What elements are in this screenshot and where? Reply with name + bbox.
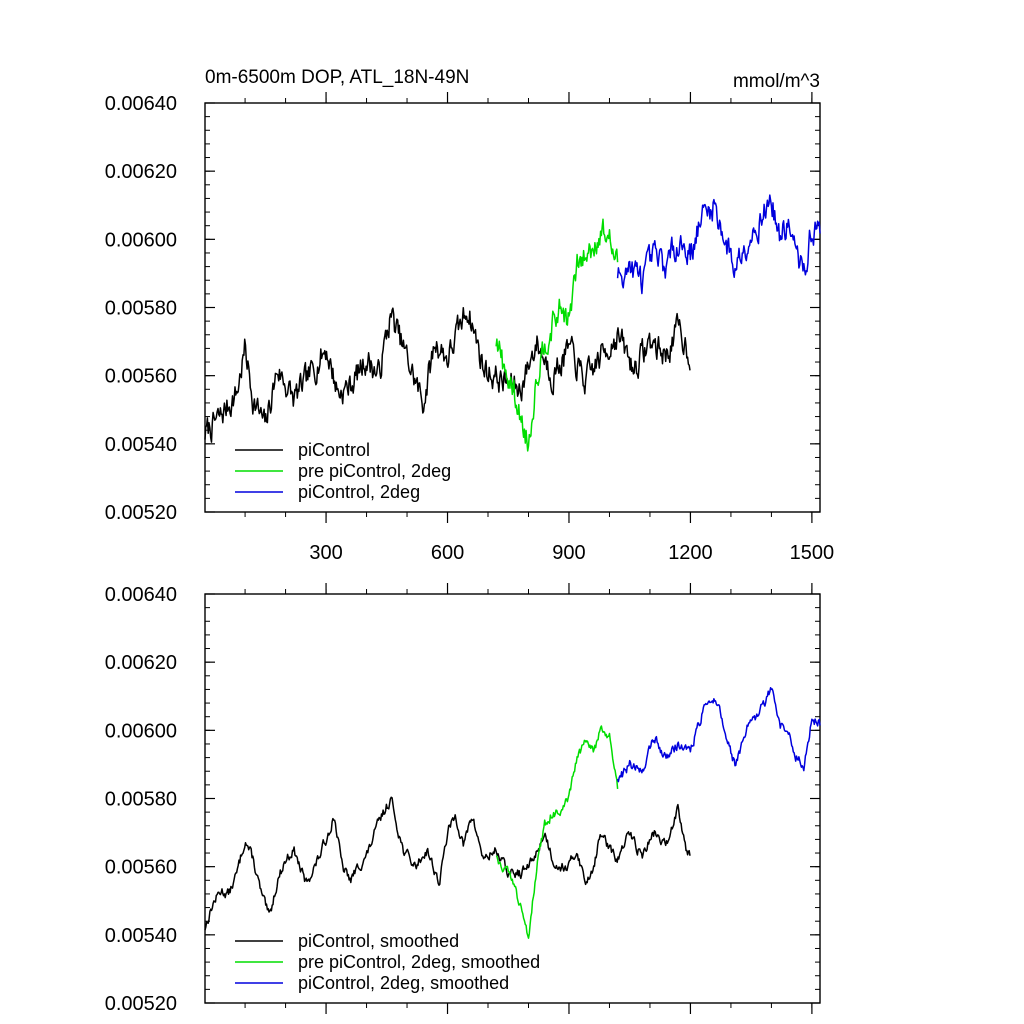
legend-label: piControl, smoothed [298, 931, 459, 951]
y-tick-label: 0.00520 [105, 502, 177, 524]
bottom-ticks: 0.00520 0.00540 0.00560 0.00580 0.00600 0.006… [105, 583, 820, 1015]
x-tick-label: 1500 [790, 542, 835, 564]
y-tick-label: 0.00540 [105, 925, 177, 947]
series-line-picontrol-2deg-smoothed [616, 686, 821, 783]
y-tick-label: 0.00620 [105, 652, 177, 674]
legend-label: piControl, 2deg, smoothed [298, 973, 509, 993]
y-tick-label: 0.00640 [105, 584, 177, 606]
y-tick-label: 0.00560 [105, 857, 177, 879]
y-tick-label: 0.00600 [105, 229, 177, 251]
x-tick-label: 300 [309, 542, 342, 564]
y-tick-label: 0.00540 [105, 434, 177, 456]
y-tick-label: 0.00520 [105, 993, 177, 1015]
bottom-panel: 0.00520 0.00540 0.00560 0.00580 0.00600 0.006… [105, 583, 821, 1015]
y-tick-label: 0.00580 [105, 298, 177, 320]
top-panel: 0.00520 0.00540 0.00560 0.00580 0.00600 0.006… [105, 67, 834, 564]
top-series [204, 194, 821, 452]
legend-label: piControl [298, 440, 370, 460]
top-title: 0m-6500m DOP, ATL_18N-49N [205, 67, 469, 88]
series-line-picontrol-smoothed [204, 796, 691, 931]
series-line-picontrol [204, 306, 691, 443]
series-line-picontrol-2deg [616, 194, 821, 295]
y-tick-label: 0.00580 [105, 789, 177, 811]
legend-label: pre piControl, 2deg [298, 461, 451, 481]
y-tick-label: 0.00600 [105, 720, 177, 742]
legend-label: pre piControl, 2deg, smoothed [298, 952, 540, 972]
series-line-pre-picontrol-2deg [495, 218, 619, 452]
y-tick-label: 0.00620 [105, 161, 177, 183]
series-line-pre-picontrol-2deg-smoothed [495, 725, 619, 939]
legend-label: piControl, 2deg [298, 482, 420, 502]
y-tick-label: 0.00640 [105, 93, 177, 115]
x-tick-label: 900 [552, 542, 585, 564]
bottom-series [204, 686, 821, 939]
y-tick-label: 0.00560 [105, 366, 177, 388]
top-ticks: 0.00520 0.00540 0.00560 0.00580 0.00600 0.006… [105, 92, 834, 564]
x-tick-label: 600 [431, 542, 464, 564]
top-units: mmol/m^3 [733, 71, 820, 92]
x-tick-label: 1200 [668, 542, 713, 564]
